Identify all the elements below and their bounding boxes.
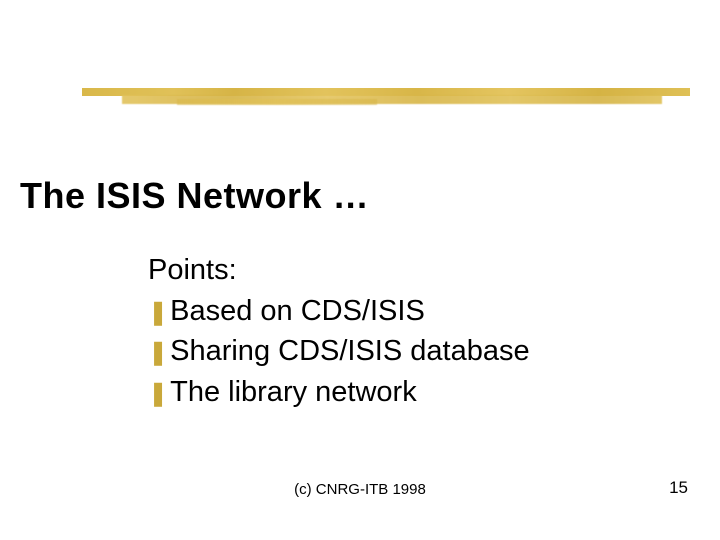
bullet-icon: ❚ xyxy=(148,301,168,325)
bullet-text: The library network xyxy=(170,374,417,410)
bullet-text: Sharing CDS/ISIS database xyxy=(170,333,529,369)
brush-stroke xyxy=(177,99,377,105)
slide-body: Points: ❚ Based on CDS/ISIS ❚ Sharing CD… xyxy=(148,254,530,414)
list-item: ❚ Sharing CDS/ISIS database xyxy=(148,333,530,369)
points-label: Points: xyxy=(148,254,530,287)
list-item: ❚ Based on CDS/ISIS xyxy=(148,293,530,329)
slide-title: The ISIS Network … xyxy=(20,175,369,217)
slide: The ISIS Network … Points: ❚ Based on CD… xyxy=(0,0,720,540)
list-item: ❚ The library network xyxy=(148,374,530,410)
page-number: 15 xyxy=(669,478,688,498)
footer-copyright: (c) CNRG-ITB 1998 xyxy=(0,481,720,498)
bullet-text: Based on CDS/ISIS xyxy=(170,293,425,329)
bullet-icon: ❚ xyxy=(148,341,168,365)
title-divider xyxy=(82,88,690,108)
bullet-icon: ❚ xyxy=(148,382,168,406)
